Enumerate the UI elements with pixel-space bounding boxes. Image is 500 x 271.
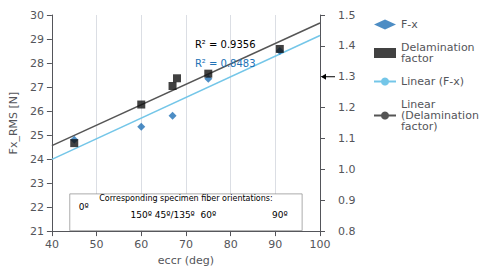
svg-text:90º: 90º [272, 210, 288, 220]
svg-text:25: 25 [30, 129, 44, 142]
svg-text:R² = 0.9356: R² = 0.9356 [195, 39, 256, 50]
svg-text:21: 21 [30, 225, 44, 238]
svg-text:150º: 150º [131, 210, 152, 220]
svg-text:90: 90 [268, 238, 282, 251]
svg-text:1.1: 1.1 [338, 132, 356, 145]
svg-text:23: 23 [30, 177, 44, 190]
svg-text:28: 28 [30, 57, 44, 70]
svg-text:0.9: 0.9 [338, 194, 356, 207]
svg-text:30: 30 [30, 9, 44, 22]
svg-text:29: 29 [30, 33, 44, 46]
svg-text:eccr (deg): eccr (deg) [158, 254, 214, 267]
svg-text:1.5: 1.5 [338, 9, 356, 22]
svg-text:0º: 0º [79, 202, 89, 212]
svg-text:70: 70 [179, 238, 193, 251]
svg-text:Linear: Linear [401, 98, 436, 111]
svg-text:22: 22 [30, 201, 44, 214]
svg-text:Corresponding specimen fiber o: Corresponding specimen fiber orientation… [99, 194, 272, 203]
svg-text:45º/135º: 45º/135º [155, 210, 195, 220]
svg-text:(Delamination: (Delamination [401, 109, 479, 122]
svg-text:26: 26 [30, 105, 44, 118]
svg-text:Delamination: Delamination [401, 41, 475, 54]
svg-text:60º: 60º [200, 210, 216, 220]
svg-text:50: 50 [90, 238, 104, 251]
svg-text:1.2: 1.2 [338, 101, 356, 114]
svg-text:24: 24 [30, 153, 44, 166]
svg-text:0.8: 0.8 [338, 225, 356, 238]
svg-text:100: 100 [310, 238, 331, 251]
svg-text:factor): factor) [401, 120, 438, 133]
svg-text:27: 27 [30, 81, 44, 94]
svg-text:factor: factor [401, 52, 434, 65]
svg-text:60: 60 [134, 238, 148, 251]
svg-text:1.0: 1.0 [338, 163, 356, 176]
svg-text:40: 40 [45, 238, 59, 251]
svg-text:Fx_RMS [N]: Fx_RMS [N] [7, 92, 20, 155]
svg-text:1.3: 1.3 [338, 70, 356, 83]
svg-text:1.4: 1.4 [338, 39, 356, 52]
svg-text:F-x: F-x [401, 18, 418, 31]
svg-text:R² = 0.8483: R² = 0.8483 [195, 58, 256, 69]
svg-text:Linear (F-x): Linear (F-x) [401, 75, 464, 88]
svg-text:80: 80 [224, 238, 238, 251]
